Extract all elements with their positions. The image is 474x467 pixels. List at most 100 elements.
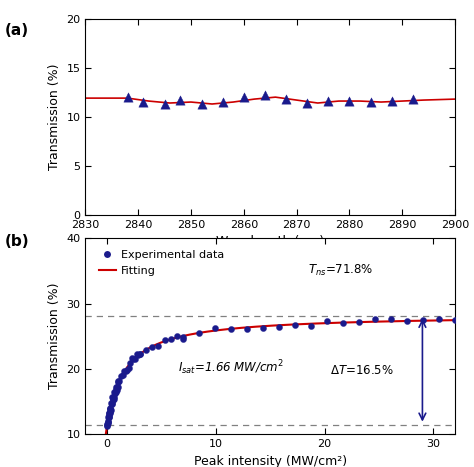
Point xyxy=(104,419,111,426)
Point xyxy=(109,394,116,401)
Point xyxy=(112,383,120,391)
Point xyxy=(303,99,311,107)
Point xyxy=(275,323,283,331)
Text: (a): (a) xyxy=(5,23,29,38)
Point xyxy=(161,100,168,108)
Point xyxy=(388,97,395,105)
Text: (b): (b) xyxy=(5,234,29,248)
Point xyxy=(282,95,290,103)
Point xyxy=(110,395,118,403)
Point xyxy=(292,321,299,329)
Point xyxy=(107,399,115,406)
Point xyxy=(211,324,219,332)
Point xyxy=(261,92,269,99)
Point xyxy=(161,337,168,344)
Point xyxy=(356,318,363,325)
Point xyxy=(367,98,374,106)
Point xyxy=(419,316,427,324)
Point xyxy=(106,405,114,413)
Point xyxy=(128,354,136,361)
Point xyxy=(403,318,411,325)
Point xyxy=(111,389,118,397)
Point xyxy=(103,421,111,428)
Point xyxy=(240,93,247,101)
Point xyxy=(108,400,115,407)
Point xyxy=(109,396,117,404)
Point xyxy=(106,410,113,417)
X-axis label: Wavelength (nm): Wavelength (nm) xyxy=(216,235,324,248)
Point xyxy=(148,343,156,351)
Point xyxy=(409,95,417,103)
Point xyxy=(173,332,181,339)
Point xyxy=(110,393,118,401)
Point xyxy=(105,412,113,419)
Point xyxy=(101,434,109,441)
Point xyxy=(130,355,137,363)
Point xyxy=(307,322,315,329)
Point xyxy=(198,100,205,108)
Point xyxy=(105,414,112,421)
Legend: Experimental data, Fitting: Experimental data, Fitting xyxy=(95,246,229,280)
Point xyxy=(136,350,144,358)
Point xyxy=(177,96,184,104)
Point xyxy=(124,93,131,101)
Point xyxy=(104,419,112,426)
Point xyxy=(104,413,112,421)
Text: $T_{ns}$=71.8%: $T_{ns}$=71.8% xyxy=(308,263,374,278)
Point xyxy=(219,98,227,106)
Point xyxy=(112,385,119,392)
Point xyxy=(117,372,125,380)
Point xyxy=(105,410,113,417)
Point xyxy=(346,97,353,105)
Point xyxy=(228,325,235,333)
Point xyxy=(119,371,127,378)
Y-axis label: Transmission (%): Transmission (%) xyxy=(48,64,61,170)
Point xyxy=(122,367,129,375)
Point xyxy=(136,350,144,358)
Point xyxy=(259,325,267,332)
Point xyxy=(387,315,395,323)
Point xyxy=(435,316,443,323)
Point xyxy=(339,319,347,327)
Point xyxy=(179,333,187,340)
Point xyxy=(325,97,332,105)
Point xyxy=(120,367,128,375)
Point xyxy=(123,366,131,374)
Point xyxy=(105,413,112,420)
X-axis label: Peak intensity (MW/cm²): Peak intensity (MW/cm²) xyxy=(193,455,347,467)
Point xyxy=(127,359,134,366)
Text: $\Delta T$=16.5%: $\Delta T$=16.5% xyxy=(330,364,394,377)
Point xyxy=(106,409,113,416)
Point xyxy=(109,396,117,403)
Point xyxy=(108,399,116,407)
Point xyxy=(107,405,114,412)
Point xyxy=(114,383,121,391)
Text: $I_{sat}$=1.66 MW/cm$^2$: $I_{sat}$=1.66 MW/cm$^2$ xyxy=(178,358,283,377)
Point xyxy=(113,383,121,391)
Point xyxy=(100,444,108,451)
Point xyxy=(106,410,114,417)
Point xyxy=(371,316,379,323)
Point xyxy=(103,422,111,430)
Point xyxy=(125,364,133,372)
Point xyxy=(104,417,112,425)
Point xyxy=(114,377,122,385)
Point xyxy=(140,98,147,106)
Point xyxy=(107,404,114,412)
Point xyxy=(179,335,187,343)
Point xyxy=(133,350,140,357)
Point xyxy=(243,325,251,333)
Point xyxy=(131,355,139,363)
Point xyxy=(142,347,150,354)
Point xyxy=(113,387,120,394)
Point xyxy=(111,389,119,396)
Point xyxy=(112,388,120,396)
Point xyxy=(110,389,118,396)
Point xyxy=(114,378,122,385)
Y-axis label: Transmission (%): Transmission (%) xyxy=(48,283,61,389)
Point xyxy=(104,421,111,429)
Point xyxy=(107,406,115,413)
Point xyxy=(134,351,142,359)
Point xyxy=(167,336,174,343)
Point xyxy=(116,377,123,385)
